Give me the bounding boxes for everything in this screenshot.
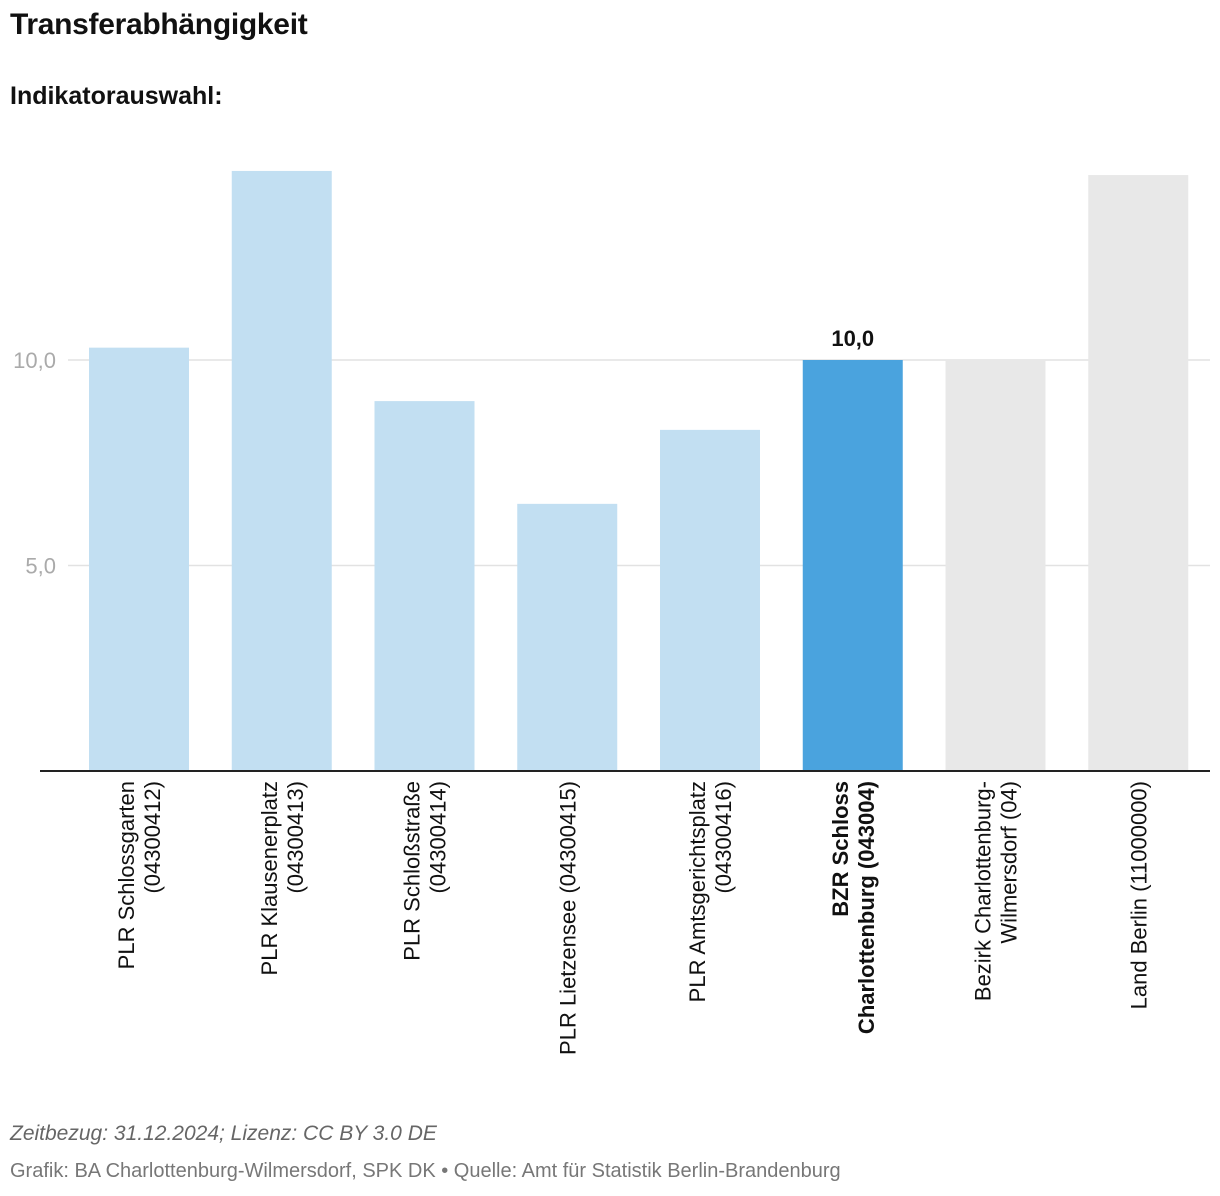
x-category-label: PLR Klausenerplatz (04300413) [257,781,308,975]
x-category-label-line: (04300414) [426,781,451,894]
chart-title: Transferabhängigkeit [10,8,308,41]
bar[interactable] [945,360,1046,771]
x-category-label-line: PLR Schloßstraße [400,781,425,961]
y-tick-label: 5,0 [25,554,56,579]
x-category-label-line: Charlottenburg (043004) [854,781,879,1034]
x-category-label: PLR Schloßstraße (04300414) [400,781,451,961]
x-category-label-line: Wilmersdorf (04) [997,781,1022,944]
x-category-label-line: PLR Lietzensee (04300415) [555,781,580,1055]
x-category-label-line: Land Berlin (11000000) [1126,781,1151,1009]
bar-data-label: 10,0 [831,326,874,351]
x-category-label-line: PLR Klausenerplatz [257,781,282,975]
indicator-selection-label: Indikatorauswahl: [10,82,223,110]
footer-credit: Grafik: BA Charlottenburg-Wilmersdorf, S… [10,1160,841,1182]
y-tick-label: 10,0 [13,348,56,373]
x-category-label-line: (04300416) [711,781,736,894]
footer-note: Zeitbezug: 31.12.2024; Lizenz: CC BY 3.0… [10,1122,437,1145]
x-category-label-line: PLR Amtsgerichtsplatz [685,781,710,1002]
x-category-label-line: (04300412) [140,781,165,894]
x-category-label: PLR Schlossgarten (04300412) [114,781,165,969]
bar[interactable] [517,503,618,771]
x-category-label: PLR Lietzensee (04300415) [555,781,580,1055]
bar-labels: PLR Schlossgarten (04300412) PLR Klausener… [114,326,1151,1055]
bar[interactable] [231,170,332,771]
x-category-label-line: BZR Schloss [828,781,853,917]
x-category-label: Land Berlin (11000000) [1126,781,1151,1009]
x-category-label-line: PLR Schlossgarten [114,781,139,969]
x-category-label: Bezirk Charlottenburg- Wilmersdorf (04) [971,781,1022,1001]
x-category-label-line: (04300413) [283,781,308,894]
bar[interactable] [660,429,760,771]
bar-chart: 5,0 10,0 PLR Schlossgarten (04300412) PLR K… [13,170,1210,1055]
bar[interactable] [802,360,903,771]
x-category-label: PLR Amtsgerichtsplatz (04300416) [685,781,736,1002]
bar[interactable] [1088,175,1189,772]
bars [89,170,1189,772]
x-category-label-line: Bezirk Charlottenburg- [971,781,996,1001]
bar[interactable] [374,401,475,771]
x-category-label: BZR Schloss Charlottenburg (043004) [828,781,879,1034]
bar[interactable] [89,347,189,771]
